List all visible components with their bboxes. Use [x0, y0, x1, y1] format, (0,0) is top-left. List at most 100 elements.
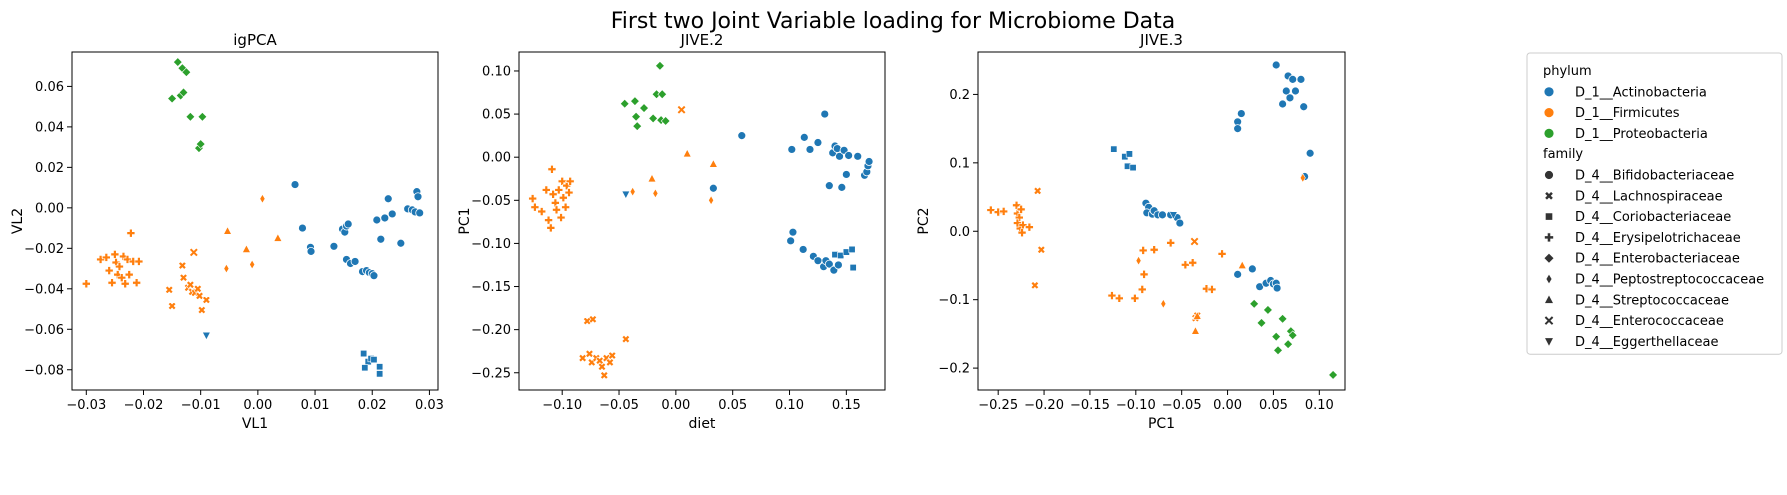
x-tick-label: 0.01 [301, 398, 330, 413]
data-point [597, 362, 607, 371]
data-point [1129, 164, 1137, 172]
data-point [197, 111, 208, 122]
legend-marker [1543, 86, 1555, 98]
y-tick-label: −0.20 [471, 323, 511, 338]
data-point [541, 185, 551, 195]
x-axis-label: diet [689, 416, 716, 432]
subplot-igpca: −0.03 −0.02 −0.01 0.00 0.01 0.02 0.03 −0.08 −0.0… [10, 31, 444, 432]
axes-frame [518, 51, 886, 391]
data-point [999, 207, 1008, 216]
axes-frame [71, 51, 439, 391]
data-point [1256, 318, 1267, 328]
data-point [1025, 222, 1034, 232]
data-point [306, 246, 316, 256]
x-tick-label: −0.05 [599, 398, 639, 413]
data-point [528, 194, 537, 203]
y-tick-label: −0.2 [938, 362, 970, 377]
data-point [1272, 283, 1282, 293]
legend-marker [1543, 107, 1555, 118]
data-point [605, 358, 615, 367]
data-point [788, 227, 798, 237]
data-point [1291, 86, 1300, 96]
y-tick-label: 0.00 [35, 201, 64, 216]
data-point [195, 139, 206, 149]
x-tick-label: −0.15 [1070, 398, 1110, 413]
data-point [369, 271, 379, 281]
data-point [1247, 264, 1257, 274]
data-point [360, 350, 368, 358]
data-point [376, 234, 386, 244]
data-point [844, 151, 854, 160]
y-axis-label: PC1 [457, 207, 473, 234]
x-tick-label: 0.10 [775, 398, 804, 413]
y-tick-label: −0.1 [938, 293, 970, 308]
x-tick-label: −0.05 [1162, 398, 1202, 413]
data-point [1033, 186, 1042, 196]
y-tick-label: 0.05 [482, 108, 511, 123]
data-point [1139, 270, 1149, 279]
data-point [621, 190, 631, 200]
data-point [1263, 305, 1273, 315]
data-point [1217, 249, 1227, 259]
data-point [1135, 255, 1142, 266]
data-point [813, 138, 823, 147]
data-point [1158, 210, 1167, 220]
data-point [660, 116, 671, 126]
data-point [343, 219, 353, 229]
data-point [1137, 285, 1147, 294]
data-point [415, 208, 425, 218]
data-point [185, 111, 196, 122]
data-point [134, 257, 144, 266]
legend-marker [1545, 212, 1553, 221]
data-point [178, 261, 187, 270]
legend: phylum D_1__Actinobacteria D_1__Firmicutes… [1526, 52, 1783, 355]
data-point [585, 349, 594, 359]
legend-title-family: family [1543, 147, 1583, 162]
x-tick-label: −0.25 [978, 398, 1018, 413]
data-point [1016, 205, 1026, 214]
legend-box [1526, 52, 1783, 355]
data-point [350, 257, 360, 266]
data-point [737, 131, 747, 141]
data-points [986, 60, 1338, 380]
data-point [1125, 150, 1133, 158]
data-point [639, 103, 649, 113]
data-point [619, 98, 630, 109]
y-tick-label: −0.04 [24, 282, 64, 297]
data-point [552, 205, 561, 215]
data-point [787, 145, 797, 154]
data-point [648, 113, 658, 124]
data-point [1114, 294, 1124, 303]
data-point [1236, 109, 1246, 118]
data-point [223, 226, 233, 235]
data-point [1296, 74, 1306, 84]
data-point [380, 213, 390, 223]
data-point [1249, 298, 1259, 309]
data-point [396, 238, 406, 248]
data-point [848, 245, 856, 253]
data-point [607, 351, 617, 360]
y-tick-label: 0.2 [949, 88, 970, 103]
data-point [853, 151, 863, 161]
data-point [197, 305, 207, 315]
x-tick-label: 0.00 [243, 398, 272, 413]
data-point [554, 185, 564, 195]
data-point [290, 180, 300, 189]
x-tick-label: 0.00 [661, 398, 690, 413]
x-tick-label: 0.02 [358, 398, 387, 413]
legend-marker [1544, 294, 1554, 304]
data-point [1287, 330, 1298, 341]
y-tick-label: 0.02 [35, 161, 64, 176]
data-point [372, 215, 382, 225]
legend-item-d-1-actinobacteria: D_1__Actinobacteria [1575, 85, 1707, 100]
data-point [376, 363, 384, 371]
data-point [824, 181, 834, 191]
data-point [1037, 245, 1046, 254]
y-tick-label: −0.08 [24, 363, 64, 378]
data-point [273, 233, 283, 242]
subplot-title: igPCA [233, 31, 277, 49]
data-point [1181, 260, 1190, 270]
data-point [561, 202, 570, 212]
y-tick-label: 0.04 [35, 120, 64, 135]
data-point [413, 192, 423, 202]
